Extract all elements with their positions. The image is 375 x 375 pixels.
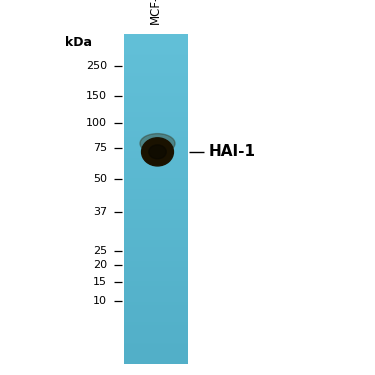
Text: 37: 37 (93, 207, 107, 217)
Ellipse shape (149, 145, 166, 159)
Text: 25: 25 (93, 246, 107, 255)
Text: 250: 250 (86, 61, 107, 70)
Text: 20: 20 (93, 260, 107, 270)
Text: 15: 15 (93, 277, 107, 287)
Ellipse shape (140, 134, 175, 153)
Text: 50: 50 (93, 174, 107, 184)
Text: 75: 75 (93, 143, 107, 153)
Ellipse shape (142, 138, 173, 166)
Text: 100: 100 (86, 118, 107, 128)
Text: HAI-1: HAI-1 (208, 144, 255, 159)
Text: kDa: kDa (65, 36, 92, 49)
Text: 150: 150 (86, 91, 107, 101)
Text: 10: 10 (93, 296, 107, 306)
Text: MCF-7: MCF-7 (149, 0, 162, 24)
